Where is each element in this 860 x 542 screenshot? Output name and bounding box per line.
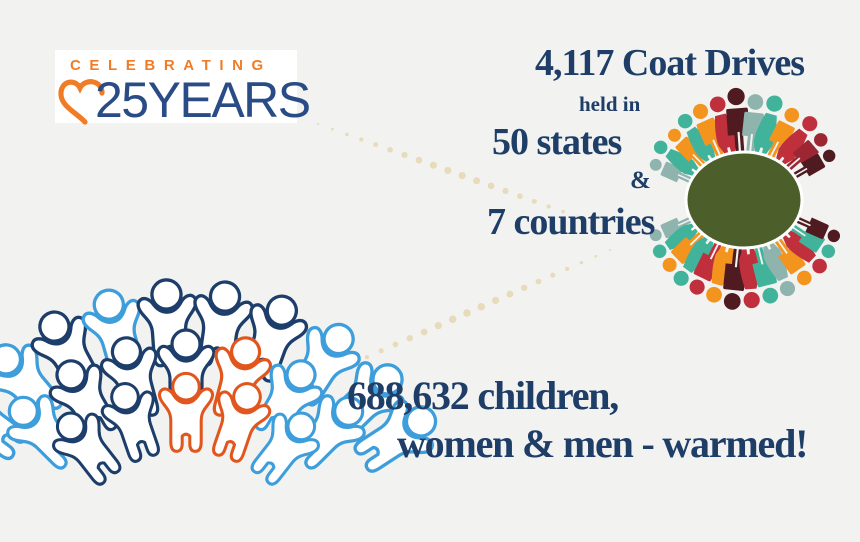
held-in-label: held in: [579, 92, 641, 116]
states-stat: 50 states: [492, 121, 622, 163]
logo-years-text: 25YEARS: [95, 72, 311, 128]
people-warmed-line2: women & men - warmed!: [397, 421, 808, 466]
logo-celebrating-text: CELEBRATING: [70, 57, 272, 74]
countries-stat: 7 countries: [487, 201, 655, 243]
ampersand-label: &: [630, 167, 651, 194]
heart-icon: [58, 79, 105, 125]
people-warmed-line1: 688,632 children,: [347, 373, 619, 418]
anniversary-logo: CELEBRATING 25YEARS: [55, 50, 311, 128]
coat-drives-headline: 4,117 Coat Drives: [535, 42, 805, 84]
